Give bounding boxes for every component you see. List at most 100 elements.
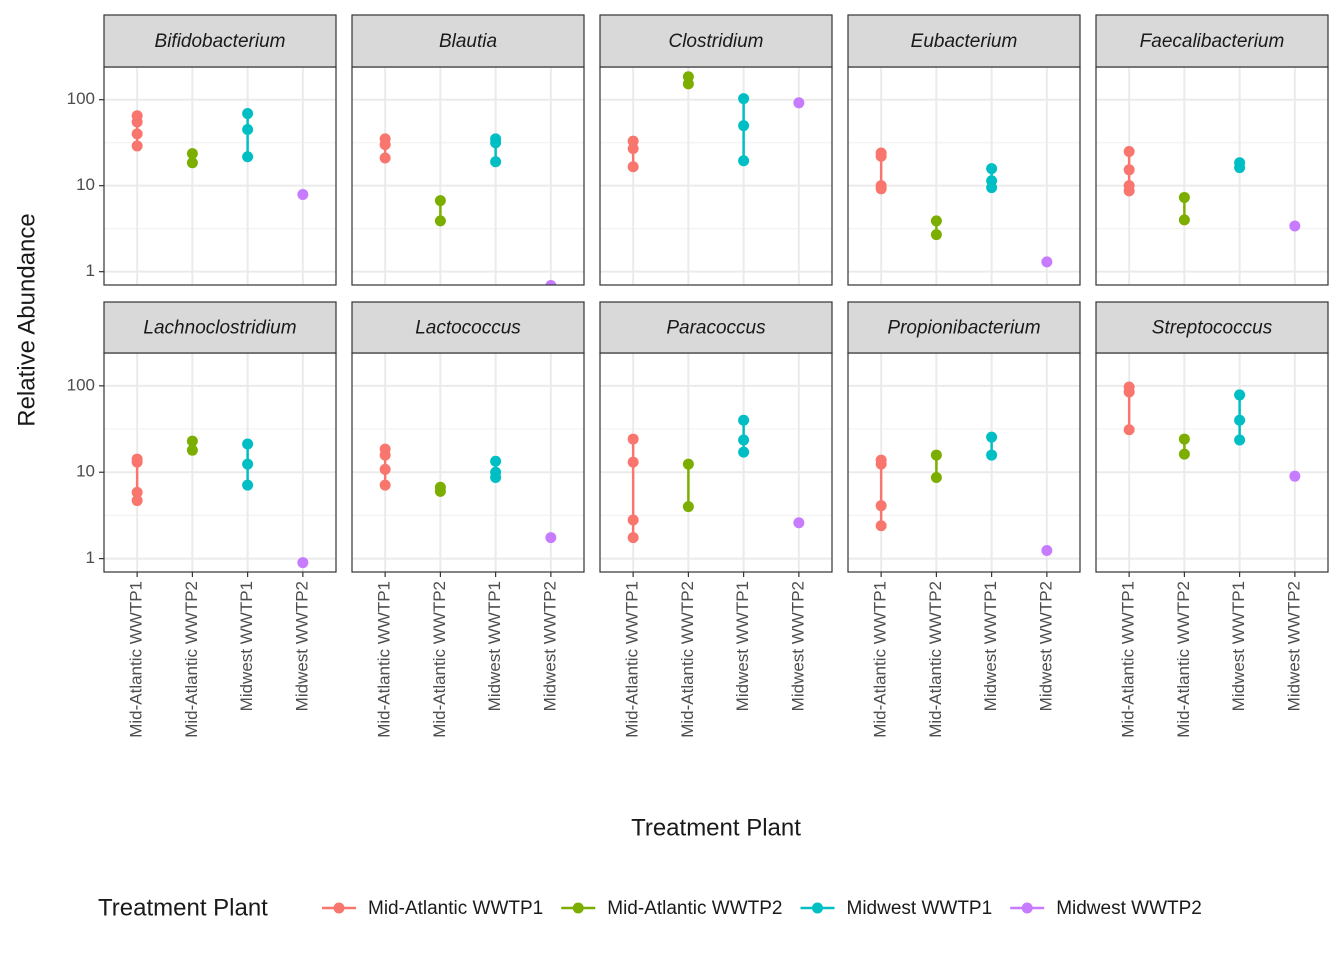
strip — [599, 14, 833, 68]
y-tick-label: 1 — [86, 548, 95, 567]
x-tick-label: Mid-Atlantic WWTP2 — [1174, 581, 1193, 738]
point — [738, 446, 750, 458]
point — [1234, 434, 1246, 446]
strip — [103, 301, 337, 354]
legend-label: Midwest WWTP2 — [1056, 898, 1202, 919]
point — [131, 140, 143, 152]
strip — [847, 14, 1081, 68]
point — [986, 163, 998, 175]
point — [793, 97, 805, 109]
point — [986, 182, 998, 194]
strip — [103, 14, 337, 68]
y-tick-label: 10 — [76, 175, 95, 194]
point — [545, 532, 557, 544]
point — [682, 78, 694, 90]
y-tick-label: 100 — [67, 375, 95, 394]
data-layer — [379, 443, 557, 544]
x-tick-label: Midwest WWTP1 — [981, 581, 1000, 711]
point — [627, 433, 639, 445]
strip — [1095, 14, 1329, 68]
x-tick-label: Midwest WWTP2 — [788, 581, 807, 711]
data-layer — [1123, 381, 1301, 482]
panel-background — [848, 67, 1080, 285]
point — [242, 479, 254, 491]
point — [1178, 433, 1190, 445]
point — [627, 161, 639, 173]
x-tick-label: Midwest WWTP2 — [1284, 581, 1303, 711]
strip-label: Blautia — [439, 31, 497, 52]
panel: Propionibacterium — [847, 301, 1081, 573]
x-tick-label: Midwest WWTP1 — [237, 581, 256, 711]
point — [434, 195, 446, 207]
strip-label: Propionibacterium — [887, 318, 1040, 339]
panel-background — [352, 67, 584, 285]
point — [738, 414, 750, 426]
point — [793, 517, 805, 529]
point — [545, 280, 557, 285]
x-tick-label: Midwest WWTP2 — [292, 581, 311, 711]
panel: Streptococcus — [1095, 301, 1329, 573]
panel: Clostridium — [599, 14, 833, 286]
strip — [847, 301, 1081, 354]
point — [379, 139, 391, 151]
panel: Bifidobacterium — [103, 14, 337, 286]
point — [627, 532, 639, 544]
point — [186, 157, 198, 169]
panel-background — [1096, 67, 1328, 285]
point — [131, 116, 143, 128]
y-axis-title: Relative Abundance — [13, 213, 40, 427]
strip — [351, 301, 585, 354]
x-tick-label: Midwest WWTP1 — [733, 581, 752, 711]
x-tick-label: Mid-Atlantic WWTP2 — [182, 581, 201, 738]
x-tick-label: Midwest WWTP1 — [485, 581, 504, 711]
point — [1041, 256, 1053, 268]
point — [131, 128, 143, 140]
strip-label: Clostridium — [668, 31, 763, 52]
point — [682, 501, 694, 513]
panel: Eubacterium — [847, 14, 1081, 286]
strip — [1095, 301, 1329, 354]
x-tick-label: Midwest WWTP2 — [1036, 581, 1055, 711]
point — [490, 137, 502, 149]
point — [627, 514, 639, 526]
y-tick-label: 1 — [86, 261, 95, 280]
panel-background — [600, 67, 832, 285]
panel-background — [104, 353, 336, 572]
point — [186, 444, 198, 456]
point — [738, 434, 750, 446]
data-layer — [131, 108, 309, 200]
strip — [599, 301, 833, 354]
panel: Paracoccus — [599, 301, 833, 573]
strip-label: Streptococcus — [1152, 318, 1273, 339]
panel-background — [600, 353, 832, 572]
point — [930, 471, 942, 483]
point — [986, 449, 998, 461]
strip-label: Paracoccus — [666, 318, 766, 339]
data-layer — [379, 133, 557, 285]
x-axis-title: Treatment Plant — [631, 814, 801, 841]
x-tick-label: Mid-Atlantic WWTP1 — [375, 581, 394, 738]
point — [186, 148, 198, 160]
panel: Lachnoclostridium — [103, 301, 337, 573]
panel: Blautia — [351, 14, 585, 286]
point — [297, 188, 309, 200]
x-tick-label: Midwest WWTP2 — [540, 581, 559, 711]
point — [1123, 386, 1135, 398]
point — [627, 143, 639, 155]
x-tick-label: Mid-Atlantic WWTP2 — [430, 581, 449, 738]
point — [379, 463, 391, 475]
point — [1041, 545, 1053, 557]
point — [379, 152, 391, 164]
x-tick-label: Mid-Atlantic WWTP1 — [871, 581, 890, 738]
panel-background — [1096, 353, 1328, 572]
point — [986, 431, 998, 443]
point — [379, 479, 391, 491]
point — [1123, 164, 1135, 176]
data-layer — [131, 435, 309, 569]
point — [1234, 414, 1246, 426]
panel-background — [848, 353, 1080, 572]
legend-label: Mid-Atlantic WWTP2 — [607, 898, 782, 919]
strip-label: Eubacterium — [911, 31, 1018, 52]
point — [1178, 448, 1190, 460]
strip-label: Bifidobacterium — [155, 31, 286, 52]
